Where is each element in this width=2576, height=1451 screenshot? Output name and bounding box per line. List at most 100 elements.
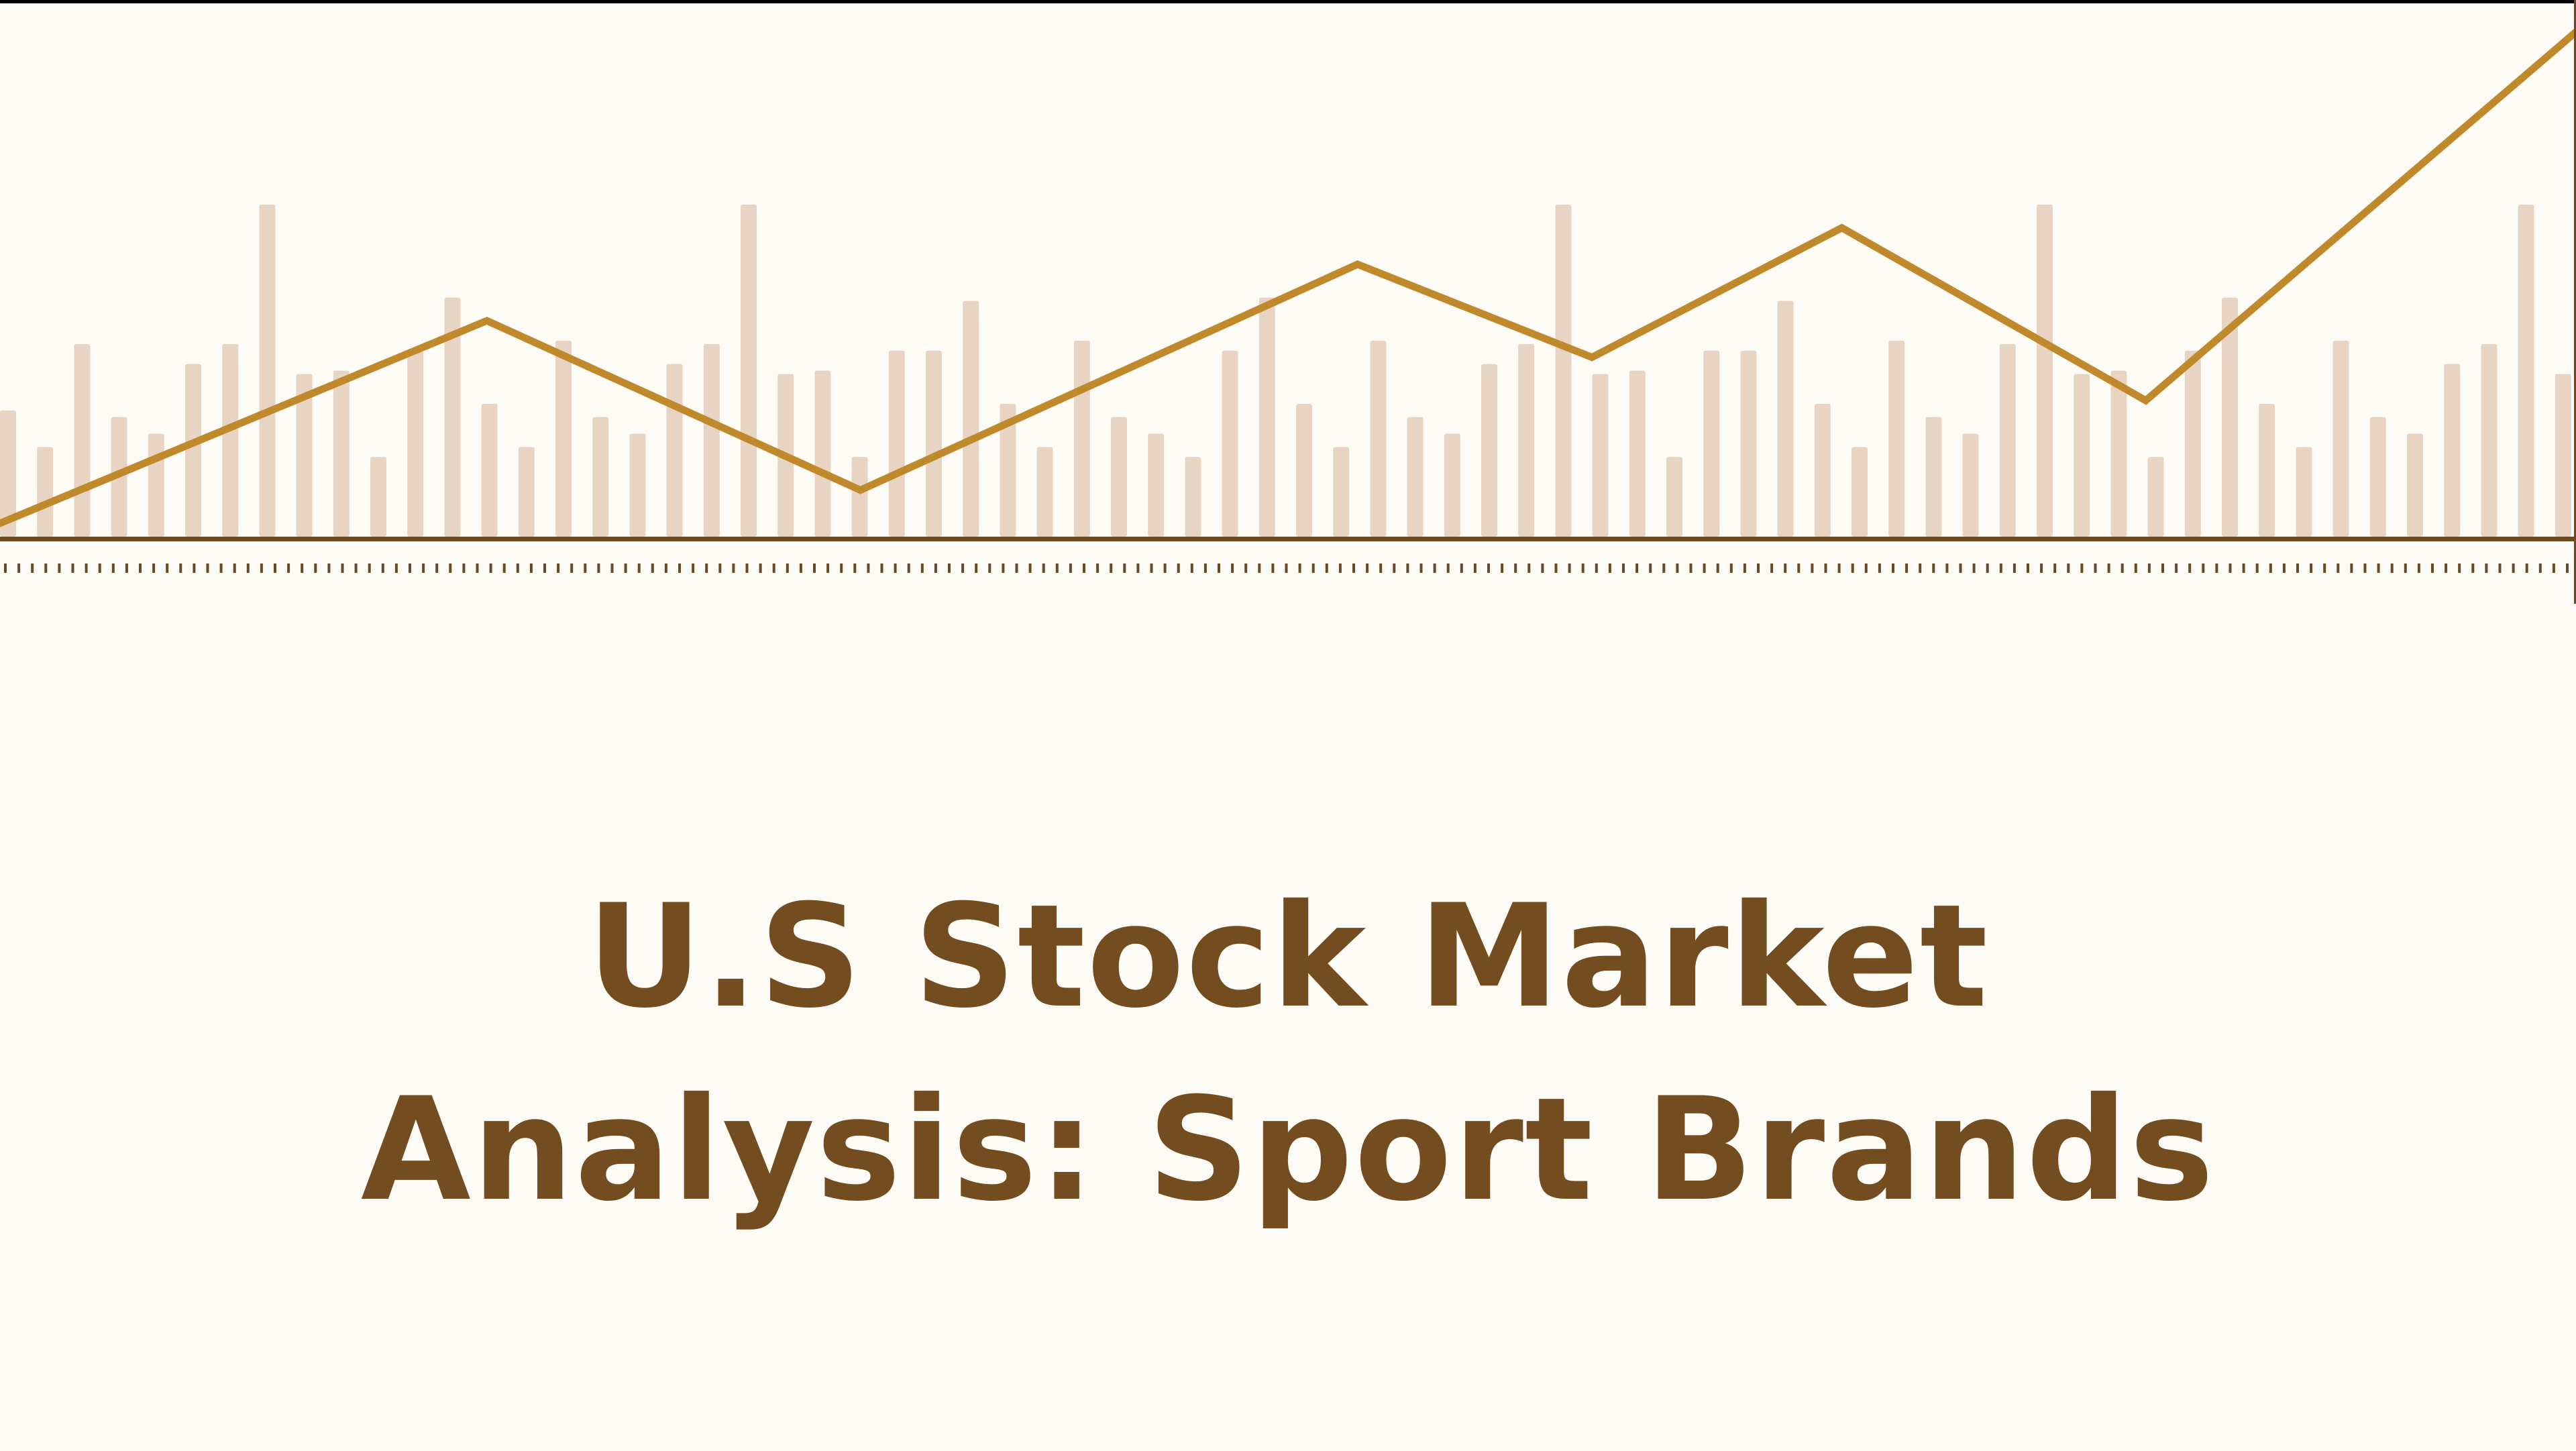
decorative-tick [4,563,7,573]
decorative-tick [1595,563,1598,573]
right-border [2574,0,2576,604]
decorative-tick [1042,563,1045,573]
decorative-tick [1083,563,1085,573]
decorative-tick [2363,563,2367,573]
decorative-bar [1962,433,1979,537]
title-line-1: U.S Stock Market [586,873,1990,1040]
decorative-bar [2518,205,2534,537]
decorative-bar [444,297,461,537]
decorative-tick [422,563,425,573]
title-line-2: Analysis: Sport Brands [360,1067,2216,1233]
decorative-bar [814,370,831,537]
decorative-tick [786,563,789,573]
decorative-tick [1972,563,1976,573]
decorative-tick [718,563,722,573]
decorative-bar [1333,447,1350,537]
decorative-tick [2080,563,2084,573]
decorative-tick [1635,563,1639,573]
decorative-tick [2525,563,2528,573]
decorative-bar [741,205,757,537]
decorative-tick [1002,563,1005,573]
decorative-tick [193,563,196,573]
decorative-tick [1015,563,1018,573]
decorative-bar [2259,404,2275,537]
decorative-tick [1487,563,1490,573]
decorative-tick [219,563,223,573]
decorative-tick [826,563,830,573]
decorative-tick [692,563,695,573]
decorative-tick [1959,563,1962,573]
decorative-tick [1986,563,1989,573]
decorative-bar [1814,404,1831,537]
decorative-tick [2296,563,2299,573]
decorative-tick [610,563,614,573]
decorative-tick [516,563,519,573]
decorative-tick [1892,563,1894,573]
decorative-bar [1222,350,1238,537]
decorative-bar [1073,340,1090,537]
decorative-tick [341,563,344,573]
decorative-tick [1203,563,1207,573]
decorative-tick [206,563,209,573]
decorative-tick [1271,563,1275,573]
decorative-bar [1296,404,1312,537]
decorative-bar [1703,350,1720,537]
decorative-bar [1148,433,1165,537]
decorative-tick [98,563,101,573]
decorative-tick [2175,563,2178,573]
decorative-bar [2110,370,2127,537]
decorative-tick [44,563,48,573]
decorative-tick [840,563,843,573]
decorative-tick [1568,563,1571,573]
decorative-tick [31,563,34,573]
decorative-bar [1999,343,2016,537]
decorative-tick [2445,563,2448,573]
decorative-tick [975,563,978,573]
decorative-tick [394,563,398,573]
decorative-tick [2147,563,2151,573]
decorative-tick [1406,563,1409,573]
decorative-bar [2407,433,2423,537]
decorative-tick [2417,563,2420,573]
decorative-tick [1932,563,1935,573]
decorative-bar [1925,417,1942,537]
decorative-tick [584,563,587,573]
decorative-bar [1111,417,1127,537]
decorative-tick [1460,563,1463,573]
decorative-tick [1501,563,1504,573]
decorative-tick [1136,563,1140,573]
decorative-tick [1649,563,1652,573]
decorative-tick [880,563,883,573]
decorative-tick [233,563,236,573]
decorative-bar [481,404,498,537]
decorative-tick [489,563,492,573]
decorative-tick [1878,563,1881,573]
decorative-tick [1285,563,1288,573]
decorative-tick [2390,563,2394,573]
decorative-tick [948,563,951,573]
decorative-tick [2552,563,2555,573]
decorative-tick [705,563,708,573]
decorative-tick [651,563,654,573]
decorative-bar [1000,404,1016,537]
decorative-tick [745,563,749,573]
decorative-tick [2566,563,2569,573]
decorative-tick [2040,563,2043,573]
decorative-tick [2027,563,2029,573]
decorative-tick [2107,563,2110,573]
decorative-bar [1555,205,1572,537]
decorative-tick [1028,563,1032,573]
decorative-bar [703,343,720,537]
decorative-bar [1444,433,1460,537]
decorative-tick [71,563,74,573]
decorative-tick [1999,563,2002,573]
decorative-bar [888,350,905,537]
decorative-tick [1581,563,1585,573]
decorative-bar [1185,457,1201,537]
decorative-bar [222,343,239,537]
decorative-tick [1689,563,1693,573]
decorative-tick [502,563,506,573]
decorative-tick [2498,563,2502,573]
decorative-tick [2121,563,2124,573]
